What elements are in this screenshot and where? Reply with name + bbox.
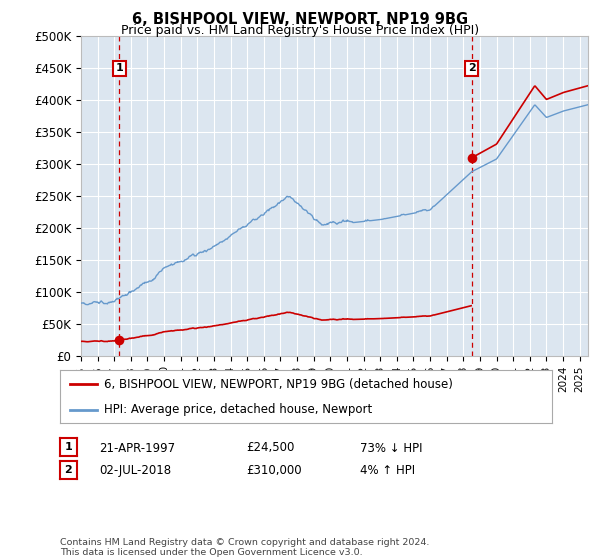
Text: 2: 2 xyxy=(65,465,72,475)
Text: £310,000: £310,000 xyxy=(246,464,302,477)
Text: 2: 2 xyxy=(468,63,476,73)
Text: Contains HM Land Registry data © Crown copyright and database right 2024.
This d: Contains HM Land Registry data © Crown c… xyxy=(60,538,430,557)
Text: HPI: Average price, detached house, Newport: HPI: Average price, detached house, Newp… xyxy=(104,403,373,416)
Text: 1: 1 xyxy=(116,63,123,73)
Text: £24,500: £24,500 xyxy=(246,441,295,455)
Text: 73% ↓ HPI: 73% ↓ HPI xyxy=(360,441,422,455)
Text: 4% ↑ HPI: 4% ↑ HPI xyxy=(360,464,415,477)
Text: 6, BISHPOOL VIEW, NEWPORT, NP19 9BG (detached house): 6, BISHPOOL VIEW, NEWPORT, NP19 9BG (det… xyxy=(104,378,453,391)
Text: 21-APR-1997: 21-APR-1997 xyxy=(99,441,175,455)
Text: 6, BISHPOOL VIEW, NEWPORT, NP19 9BG: 6, BISHPOOL VIEW, NEWPORT, NP19 9BG xyxy=(132,12,468,27)
Text: 1: 1 xyxy=(65,442,72,452)
Text: Price paid vs. HM Land Registry's House Price Index (HPI): Price paid vs. HM Land Registry's House … xyxy=(121,24,479,37)
Text: 02-JUL-2018: 02-JUL-2018 xyxy=(99,464,171,477)
